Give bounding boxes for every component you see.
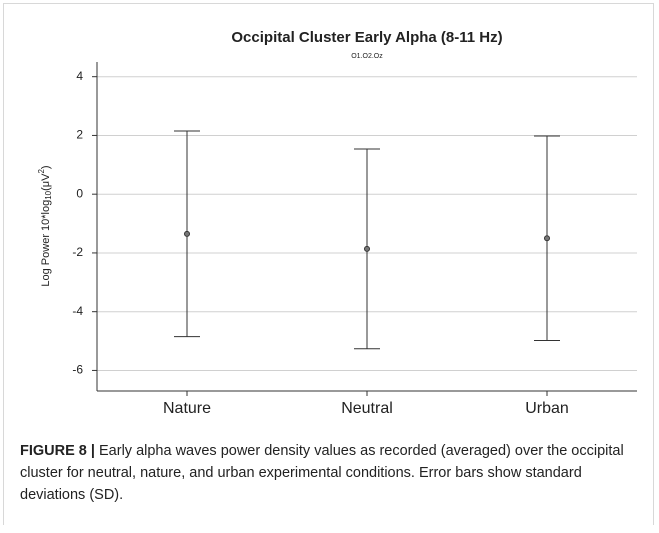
y-tick-label: -2	[72, 245, 83, 259]
caption-text: Early alpha waves power density values a…	[20, 443, 624, 503]
y-tick-label: -4	[72, 304, 83, 318]
y-tick-label: 4	[76, 69, 83, 83]
mean-point	[364, 245, 370, 252]
figure-frame	[3, 3, 654, 525]
chart-title: Occipital Cluster Early Alpha (8-11 Hz)	[231, 29, 502, 46]
y-axis-label: Log Power 10*log10(μV2)	[37, 165, 53, 286]
chart-subtitle: O1.O2.Oz	[351, 53, 383, 60]
caption: FIGURE 8 | Early alpha waves power densi…	[20, 440, 645, 506]
y-tick-label: -6	[72, 363, 83, 377]
x-tick-label: Urban	[525, 400, 569, 417]
y-tick-label: 2	[76, 128, 83, 142]
mean-point	[184, 230, 190, 237]
x-tick-label: Nature	[163, 400, 211, 417]
x-tick-label: Neutral	[341, 400, 393, 417]
y-tick-label: 0	[76, 186, 83, 200]
caption-label: FIGURE 8 |	[20, 443, 95, 459]
mean-point	[544, 235, 550, 242]
chart: Occipital Cluster Early Alpha (8-11 Hz) …	[37, 29, 637, 417]
